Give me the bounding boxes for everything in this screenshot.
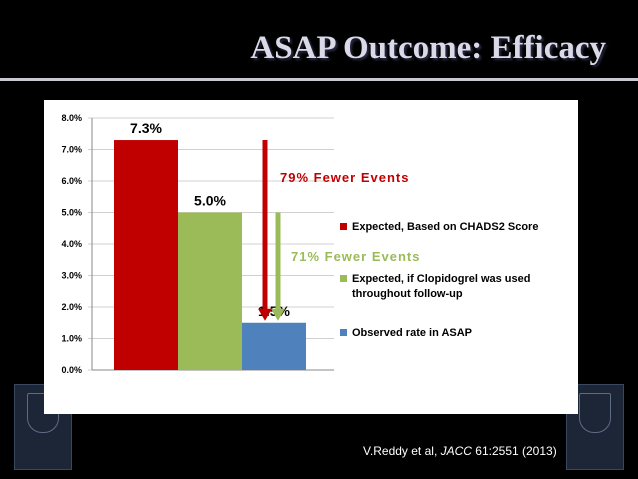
y-tick-label: 2.0% bbox=[61, 302, 82, 312]
legend-label: Expected, Based on CHADS2 Score bbox=[352, 221, 538, 233]
annotation-label: 71% Fewer Events bbox=[291, 249, 420, 264]
annotation-arrow-head bbox=[271, 308, 285, 321]
y-tick-label: 5.0% bbox=[61, 208, 82, 218]
legend-swatch bbox=[340, 223, 347, 230]
legend-label: Expected, if Clopidogrel was used through… bbox=[352, 273, 530, 300]
citation-authors: V.Reddy et al, bbox=[363, 444, 441, 458]
y-tick-label: 1.0% bbox=[61, 334, 82, 344]
legend-swatch bbox=[340, 275, 347, 282]
annotation-arrow-head bbox=[258, 308, 272, 321]
citation-journal: JACC bbox=[440, 444, 472, 458]
y-tick-label: 6.0% bbox=[61, 176, 82, 186]
chart-panel: 0.0% 1.0% 2.0% 3.0% 4.0% 5.0% 6.0% 7.0% 8.0% 7.3%… bbox=[44, 100, 578, 414]
citation-reference: 61:2551 (2013) bbox=[471, 444, 557, 458]
y-tick-label: 4.0% bbox=[61, 239, 82, 249]
bar-value-label: 7.3% bbox=[130, 120, 162, 136]
bar-chart: 0.0% 1.0% 2.0% 3.0% 4.0% 5.0% 6.0% 7.0% 8.0% 7.3%… bbox=[61, 113, 538, 375]
citation: V.Reddy et al, JACC 61:2551 (2013) bbox=[363, 444, 557, 458]
legend-label: Observed rate in ASAP bbox=[352, 327, 472, 339]
y-tick-label: 0.0% bbox=[61, 365, 82, 375]
legend-swatch bbox=[340, 329, 347, 336]
y-tick-label: 7.0% bbox=[61, 145, 82, 155]
annotation-label: 79% Fewer Events bbox=[280, 170, 409, 185]
bar bbox=[242, 322, 306, 370]
slide-title: ASAP Outcome: Efficacy bbox=[250, 30, 606, 66]
legend-label-line: Expected, if Clopidogrel was used bbox=[352, 273, 530, 285]
bar bbox=[114, 140, 178, 370]
legend-label-line: throughout follow-up bbox=[352, 288, 463, 300]
crest-icon bbox=[579, 393, 611, 433]
title-divider bbox=[0, 78, 638, 81]
y-tick-label: 3.0% bbox=[61, 271, 82, 281]
bar-value-label: 5.0% bbox=[194, 193, 226, 209]
y-tick-label: 8.0% bbox=[61, 113, 82, 123]
bar bbox=[178, 212, 242, 370]
